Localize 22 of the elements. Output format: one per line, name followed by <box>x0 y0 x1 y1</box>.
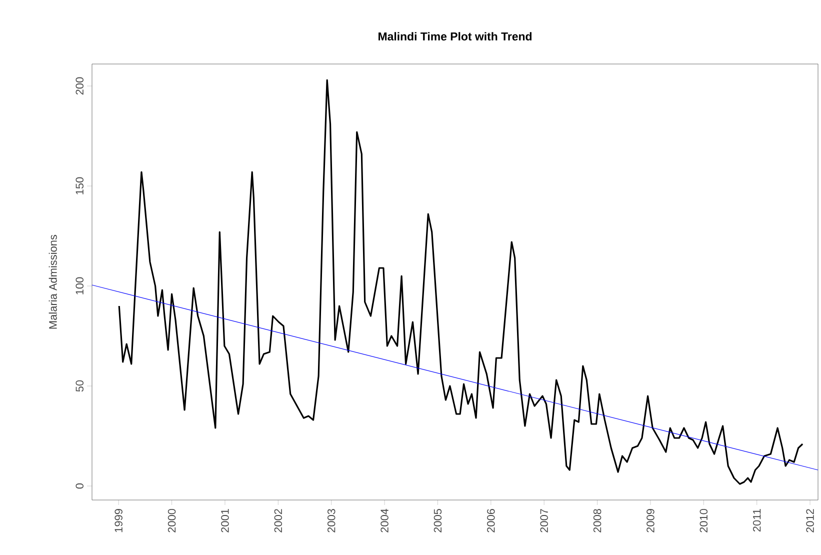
x-tick-label: 2009 <box>646 509 654 532</box>
x-tick-label: 2000 <box>168 508 176 532</box>
x-tick-label: 2005 <box>434 508 442 532</box>
y-axis-title: Malaria Admissions <box>48 234 57 329</box>
x-tick-label: 2010 <box>700 508 708 532</box>
x-tick-label: 2011 <box>752 509 761 532</box>
x-tick-label: 2004 <box>380 508 388 532</box>
x-tick-label: 2001 <box>221 509 229 532</box>
y-tick-label: 0 <box>76 483 84 489</box>
x-tick-label: 2007 <box>540 509 548 532</box>
x-tick-label: 2003 <box>327 509 336 532</box>
x-tick-label: 2002 <box>274 509 282 532</box>
x-tick-label: 2006 <box>487 509 495 532</box>
line-series <box>118 79 804 485</box>
y-tick-label: 150 <box>76 177 84 194</box>
y-tick-label: 100 <box>76 277 84 294</box>
y-tick-label: 200 <box>76 77 84 95</box>
x-tick-label: 2012 <box>806 509 814 532</box>
y-tick-label: 50 <box>76 380 84 392</box>
x-tick-label: 1999 <box>114 509 122 532</box>
x-tick-label: 2008 <box>593 509 602 532</box>
chart-title: Malindi Time Plot with Trend <box>378 32 532 40</box>
